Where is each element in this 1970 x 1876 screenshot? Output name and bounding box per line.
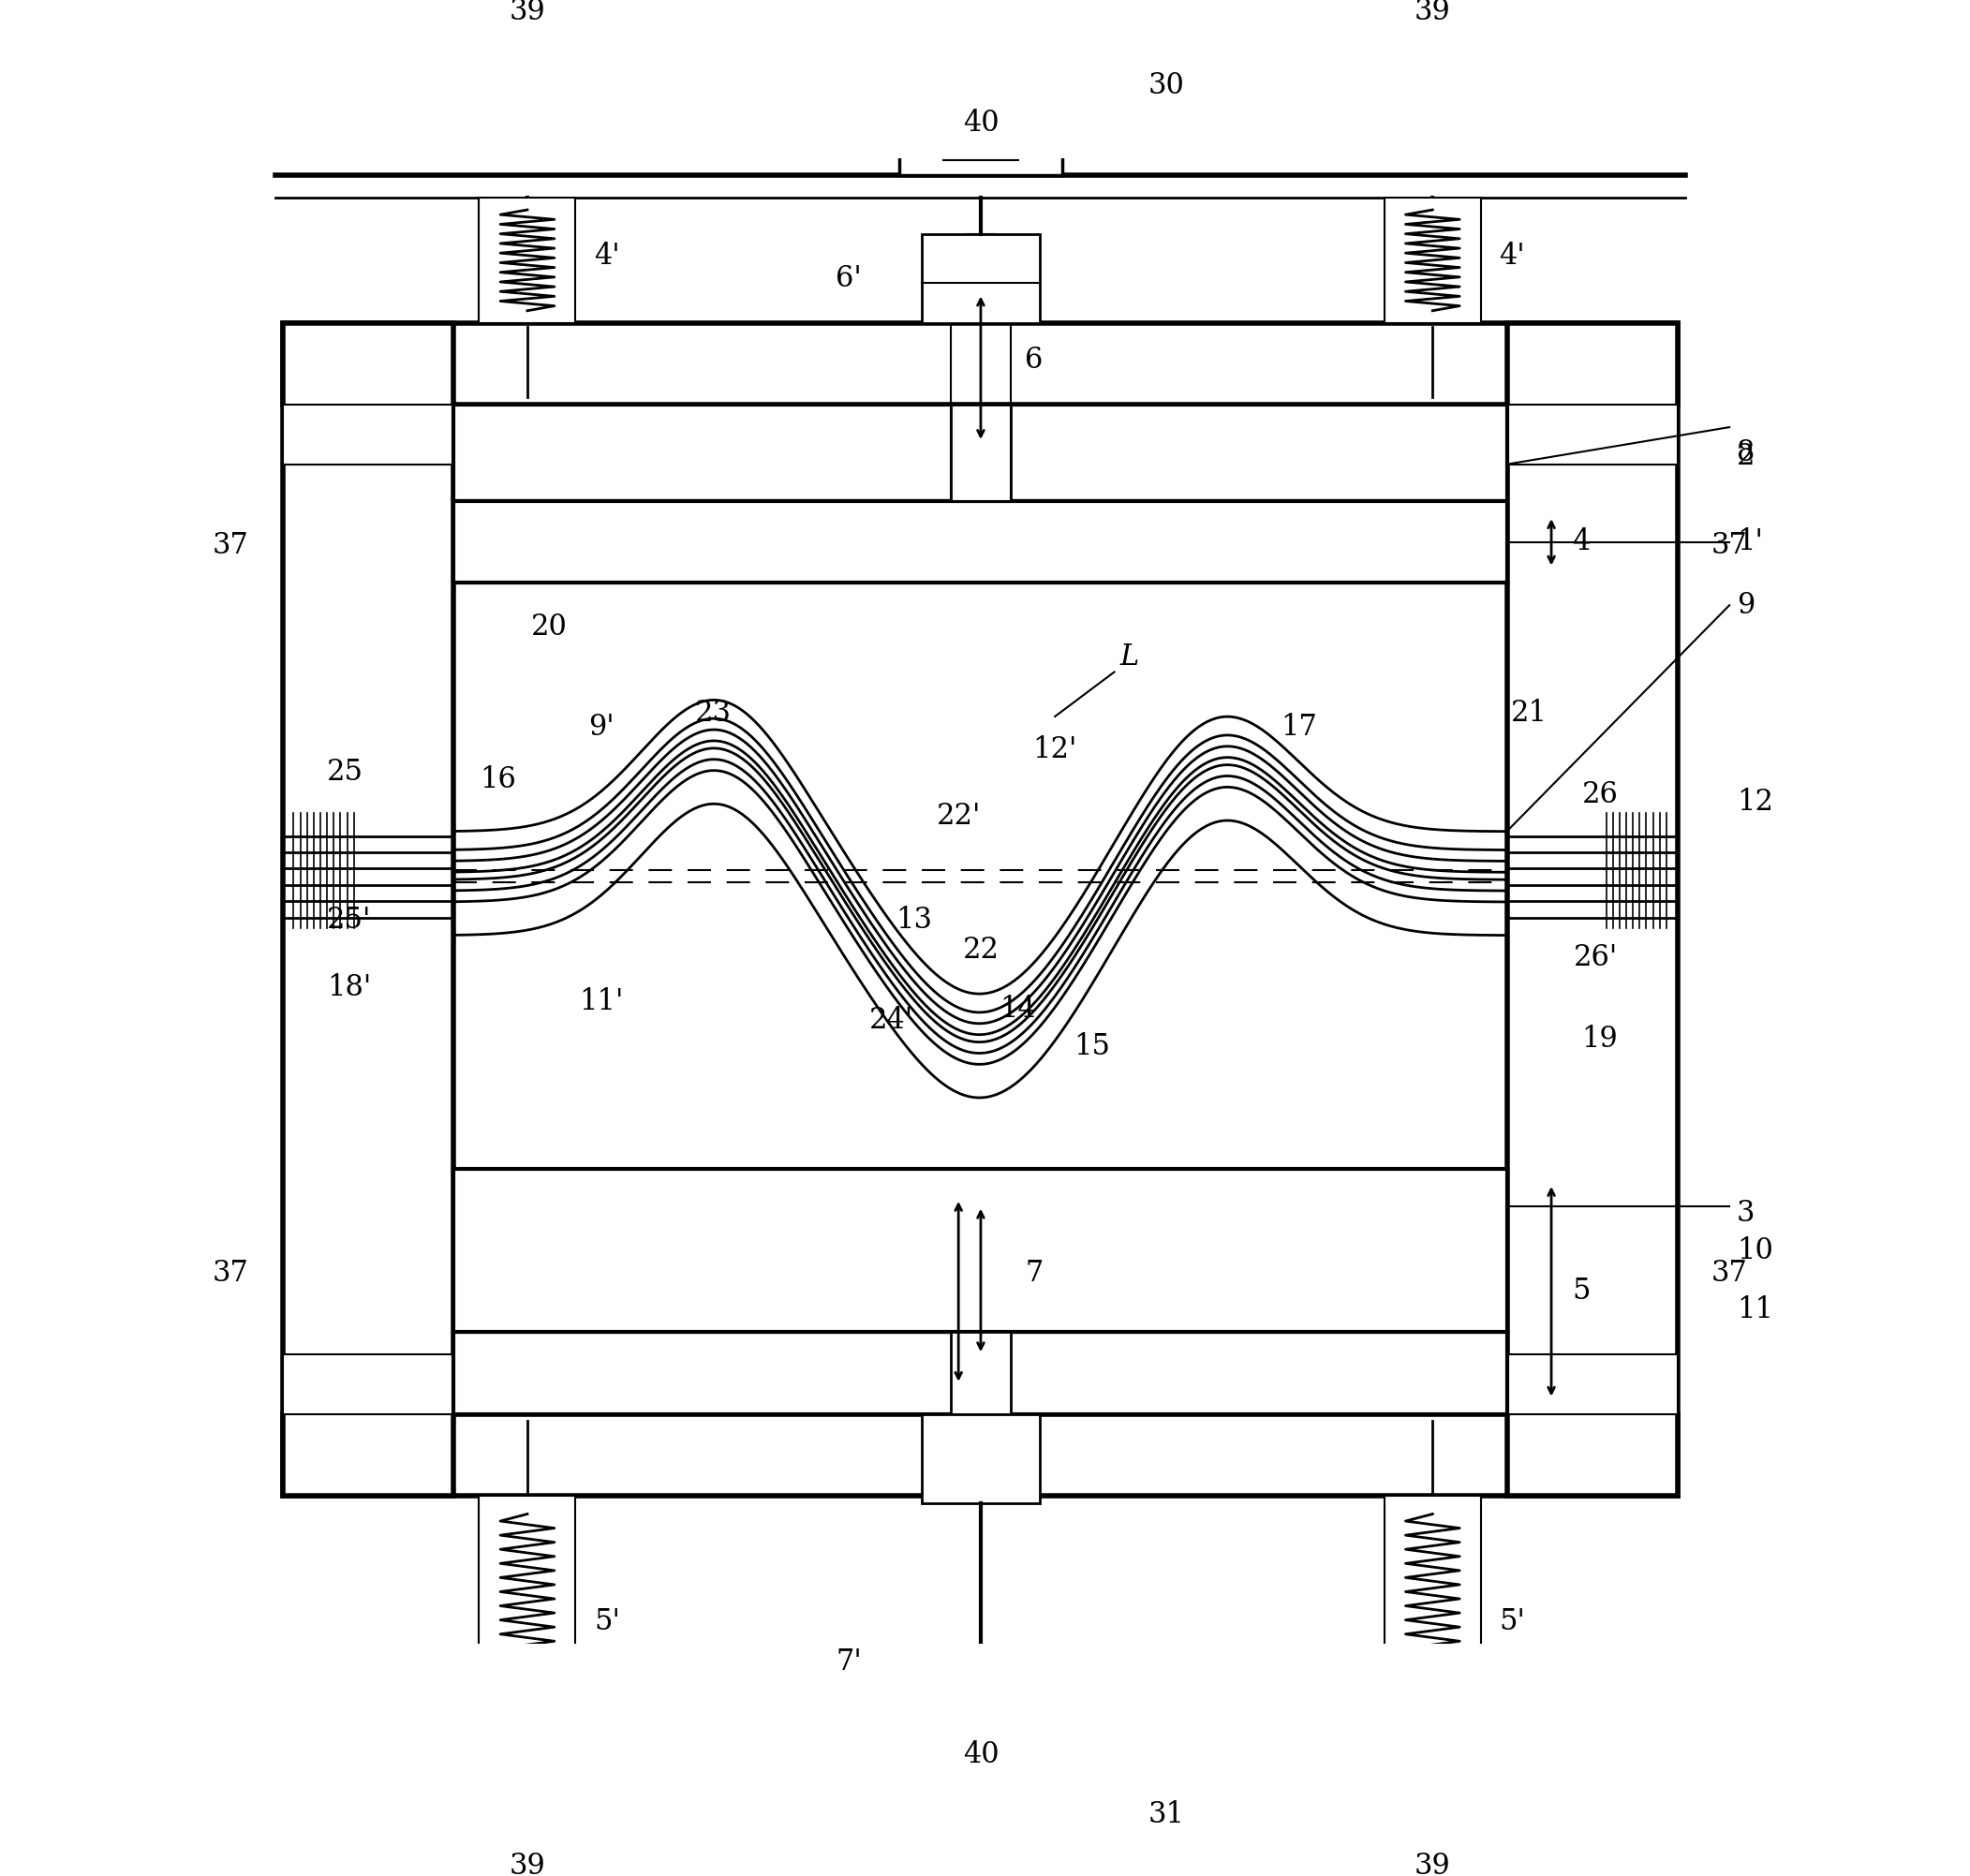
Bar xyxy=(898,1703,1062,1807)
Text: 26: 26 xyxy=(1582,780,1617,809)
Text: 2: 2 xyxy=(1738,443,1755,471)
Bar xyxy=(453,501,1507,583)
Bar xyxy=(922,1415,1040,1503)
Text: 12': 12' xyxy=(1032,735,1078,764)
Text: 9: 9 xyxy=(1738,591,1755,619)
Bar xyxy=(1507,405,1676,463)
Text: 37: 37 xyxy=(1712,1259,1747,1287)
Bar xyxy=(453,405,1507,501)
Text: 39: 39 xyxy=(1414,1852,1450,1876)
Bar xyxy=(453,1169,1507,1332)
Text: 31: 31 xyxy=(1149,1799,1184,1829)
Text: 25': 25' xyxy=(327,906,372,934)
Text: 3: 3 xyxy=(1738,1199,1755,1229)
Text: 7': 7' xyxy=(835,1647,863,1677)
Text: 37: 37 xyxy=(213,1259,248,1287)
Bar xyxy=(922,234,1040,323)
Bar xyxy=(282,323,1676,405)
Bar xyxy=(1507,323,1676,1495)
Text: 23: 23 xyxy=(695,698,731,728)
Bar xyxy=(952,1415,1011,1495)
Text: 11': 11' xyxy=(579,987,624,1017)
Bar xyxy=(282,1415,1676,1495)
Bar xyxy=(282,1354,453,1415)
Text: 37: 37 xyxy=(1712,531,1747,561)
Text: 4': 4' xyxy=(1499,242,1525,270)
Text: 4: 4 xyxy=(1572,527,1590,557)
Bar xyxy=(479,1495,575,1681)
Bar xyxy=(1507,1354,1676,1415)
Text: 9': 9' xyxy=(589,713,615,743)
Text: 22': 22' xyxy=(936,803,981,831)
Text: 19: 19 xyxy=(1582,1024,1617,1054)
Text: 18': 18' xyxy=(327,974,370,1002)
Text: 20: 20 xyxy=(532,613,567,642)
Text: 39: 39 xyxy=(508,0,546,26)
Text: 26': 26' xyxy=(1574,944,1617,972)
Text: 30: 30 xyxy=(1149,71,1184,101)
Text: 6: 6 xyxy=(1024,345,1044,375)
Bar xyxy=(282,405,453,463)
Text: 16: 16 xyxy=(479,765,516,794)
Text: 4': 4' xyxy=(595,242,621,270)
Text: 11: 11 xyxy=(1738,1296,1773,1324)
Text: 17: 17 xyxy=(1280,713,1318,743)
Text: 40: 40 xyxy=(963,1741,999,1769)
Text: 5': 5' xyxy=(1499,1608,1525,1636)
Text: L: L xyxy=(1119,643,1139,672)
Bar xyxy=(282,323,453,1495)
Text: 39: 39 xyxy=(1414,0,1450,26)
Text: 25: 25 xyxy=(327,758,364,786)
Text: 5': 5' xyxy=(595,1608,621,1636)
Text: 24': 24' xyxy=(869,1006,914,1036)
Text: 12: 12 xyxy=(1738,788,1773,816)
Text: 10: 10 xyxy=(1738,1236,1773,1264)
Bar xyxy=(1385,197,1481,323)
Text: 15: 15 xyxy=(1074,1032,1111,1062)
Text: 21: 21 xyxy=(1511,698,1546,728)
Text: 39: 39 xyxy=(508,1852,546,1876)
Text: 6': 6' xyxy=(835,265,863,293)
Bar xyxy=(1385,1495,1481,1681)
Bar xyxy=(479,197,575,323)
Text: 14: 14 xyxy=(999,994,1036,1024)
Bar xyxy=(898,71,1062,174)
Text: 37: 37 xyxy=(213,531,248,561)
Text: 7: 7 xyxy=(1024,1259,1044,1287)
Bar xyxy=(952,1332,1011,1415)
Text: 22: 22 xyxy=(963,936,999,964)
Text: 1': 1' xyxy=(1738,527,1763,557)
Text: 8: 8 xyxy=(1738,439,1755,467)
Bar xyxy=(453,1332,1507,1415)
Text: 40: 40 xyxy=(963,109,999,137)
Text: 5: 5 xyxy=(1572,1278,1590,1306)
Text: 13: 13 xyxy=(896,906,932,934)
Bar xyxy=(952,405,1011,501)
